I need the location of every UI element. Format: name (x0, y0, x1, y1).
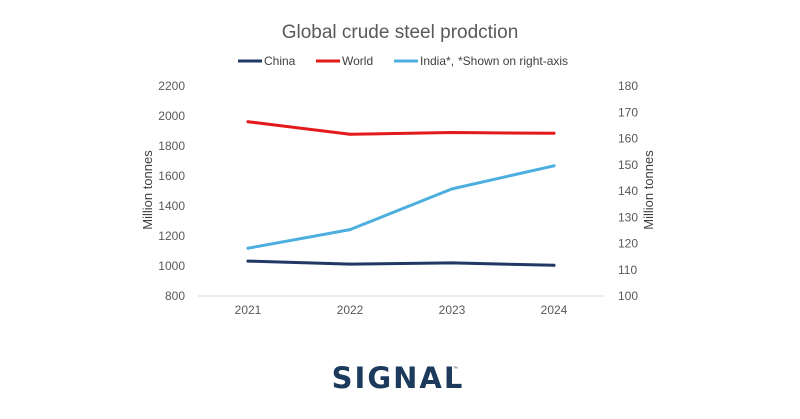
y-tick-right-label: 110 (618, 263, 637, 277)
y-axis-left-title: Million tonnes (140, 150, 155, 230)
x-tick-label: 2022 (337, 303, 364, 317)
y-tick-left-label: 2200 (158, 79, 185, 93)
y-tick-left-label: 1200 (158, 229, 185, 243)
y-tick-left-label: 1400 (158, 199, 185, 213)
y-tick-left-label: 1800 (158, 139, 185, 153)
y-axis-right: 100 110 120 130 140 150 160 170 180 (618, 79, 638, 303)
plot-area (246, 120, 556, 267)
data-point-world (348, 132, 352, 136)
data-point-world (552, 131, 556, 135)
y-tick-left-label: 1600 (158, 169, 185, 183)
y-tick-right-label: 120 (618, 237, 638, 251)
y-tick-left-label: 2000 (158, 109, 185, 123)
x-tick-label: 2021 (235, 303, 262, 317)
series-line-india (246, 164, 556, 250)
series-line-china (246, 259, 556, 267)
data-point-china (450, 261, 454, 265)
legend-note: *Shown on right-axis (458, 54, 568, 68)
y-tick-right-label: 100 (618, 289, 638, 303)
y-tick-right-label: 170 (618, 105, 638, 119)
data-point-china (246, 259, 250, 263)
x-tick-label: 2023 (439, 303, 466, 317)
signal-logo: SIGNAL ™ (332, 361, 465, 395)
logo-trademark: ™ (453, 366, 458, 372)
legend-label-china: China (264, 54, 296, 68)
data-point-india (552, 164, 556, 168)
y-tick-left-label: 800 (165, 289, 185, 303)
y-tick-right-label: 130 (618, 210, 638, 224)
x-tick-label: 2024 (541, 303, 568, 317)
data-point-world (450, 131, 454, 134)
legend: China World India*, *Shown on right-axis (238, 54, 568, 68)
data-point-world (246, 120, 250, 124)
chart-title: Global crude steel prodction (282, 22, 519, 43)
series-line-world (246, 120, 556, 136)
y-tick-right-label: 140 (618, 184, 638, 198)
data-point-india (246, 246, 250, 250)
y-axis-right-title: Million tonnes (641, 150, 656, 230)
y-axis-left: 800 1000 1200 1400 1600 1800 2000 2200 (158, 79, 185, 303)
x-axis: 2021 2022 2023 2024 (235, 303, 568, 317)
y-tick-right-label: 150 (618, 158, 638, 172)
data-point-india (450, 187, 454, 191)
y-tick-left-label: 1000 (158, 259, 185, 273)
data-point-china (348, 262, 352, 266)
data-point-india (348, 228, 352, 232)
legend-label-india: India*, (420, 54, 454, 68)
logo-wordmark: SIGNAL (332, 361, 465, 395)
legend-label-world: World (342, 54, 373, 68)
y-tick-right-label: 180 (618, 79, 638, 93)
y-tick-right-label: 160 (618, 132, 638, 146)
data-point-china (552, 263, 556, 267)
